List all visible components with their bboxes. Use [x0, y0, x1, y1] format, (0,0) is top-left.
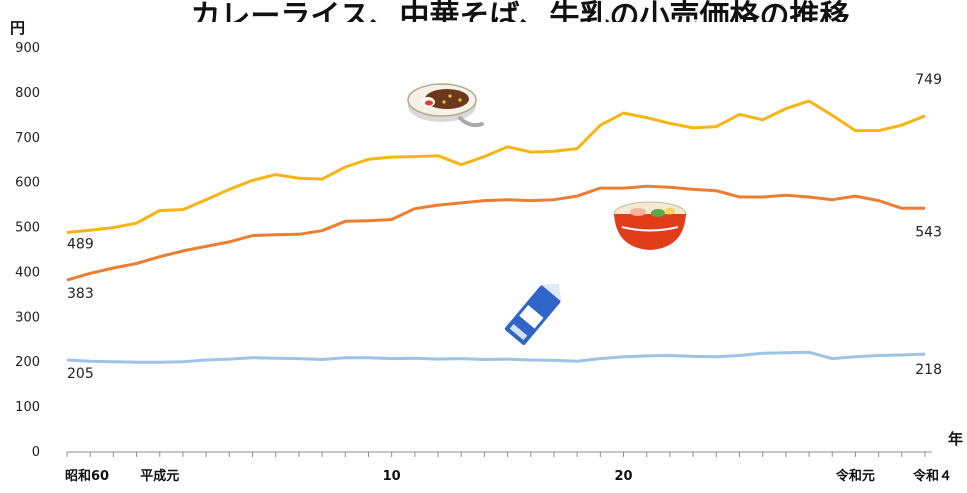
x-tick-label: 昭和60	[65, 468, 109, 484]
x-tick-label: 20	[614, 469, 632, 484]
y-tick-label: 700	[15, 131, 40, 146]
y-tick-label: 200	[15, 355, 40, 370]
y-tick-label: 800	[15, 86, 40, 101]
x-tick-label: 10	[383, 469, 401, 484]
chart-title: カレーライス、中華そば、牛乳の小売価格の推移	[190, 0, 849, 34]
series-line-curry-rice	[66, 99, 926, 234]
series-end-value-label: 543	[915, 224, 942, 240]
series-end-value-label: 218	[915, 362, 942, 378]
series-start-value-label: 383	[67, 286, 94, 302]
x-tick-label: 平成元	[140, 468, 179, 484]
y-tick-label: 100	[15, 400, 40, 415]
y-tick-label: 0	[32, 445, 40, 460]
series-start-value-label: 489	[67, 236, 94, 252]
x-axis-unit-label: 年	[948, 430, 963, 448]
curry-rice-icon	[407, 83, 484, 128]
x-tick-label: 令和元	[836, 468, 875, 484]
milk-carton-icon	[504, 283, 562, 345]
series-line-milk-carton	[66, 350, 926, 364]
y-tick-label: 500	[15, 221, 40, 236]
y-tick-label: 900	[15, 41, 40, 56]
y-tick-label: 300	[15, 310, 40, 325]
y-tick-label: 600	[15, 176, 40, 191]
y-tick-label: 400	[15, 265, 40, 280]
y-axis-unit-label: 円	[10, 19, 25, 37]
x-tick-label: 令和４	[913, 468, 952, 484]
series-end-value-label: 749	[915, 72, 942, 88]
ramen-bowl-icon	[613, 201, 687, 250]
series-start-value-label: 205	[67, 366, 94, 382]
series-line-ramen-bowl	[66, 184, 925, 282]
